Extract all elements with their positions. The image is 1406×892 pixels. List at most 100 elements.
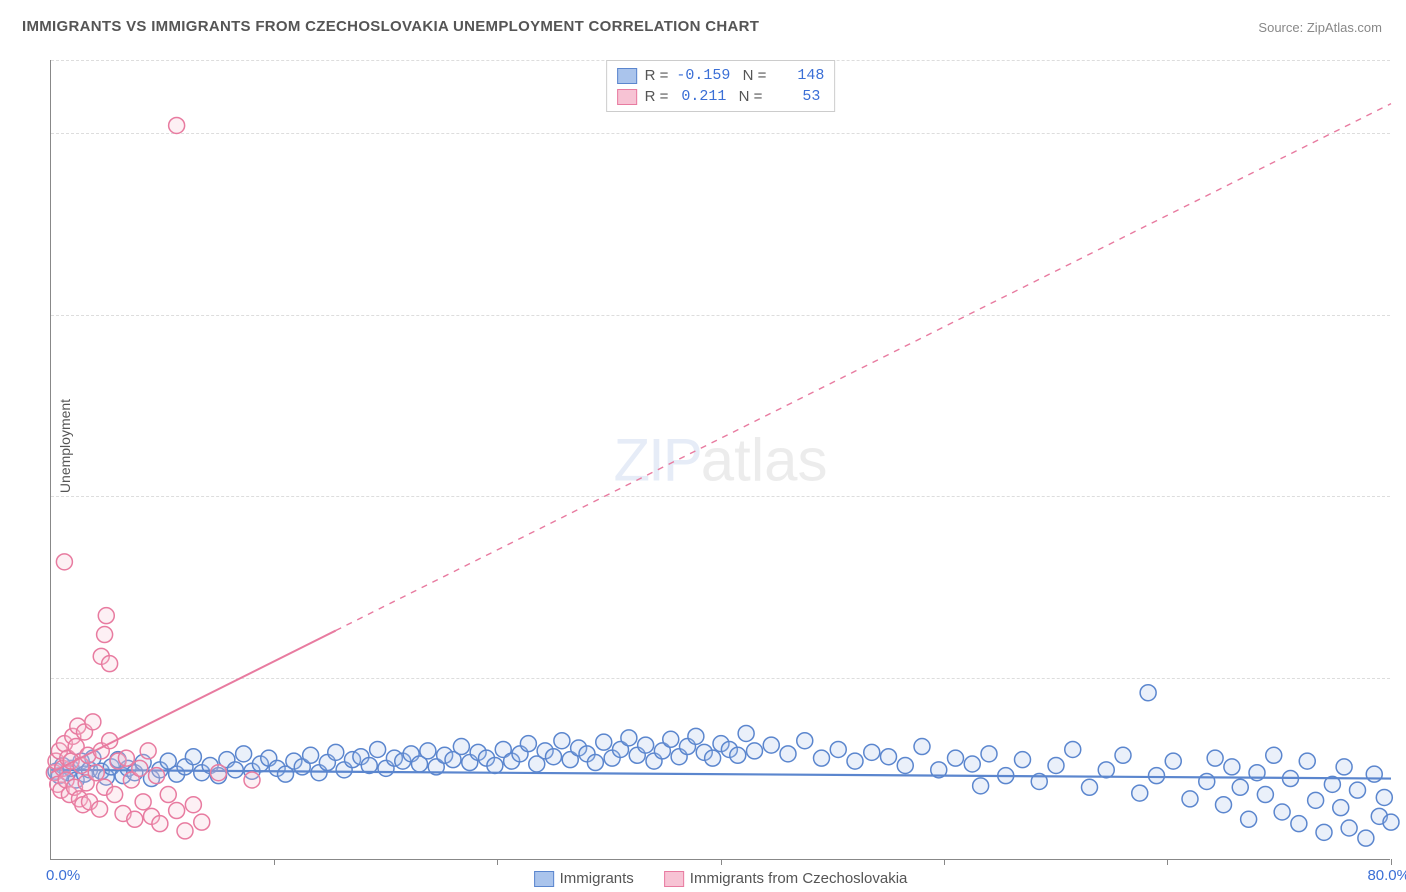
data-point <box>864 744 880 760</box>
data-point <box>797 733 813 749</box>
data-point <box>1308 792 1324 808</box>
data-point <box>780 746 796 762</box>
data-point <box>1336 759 1352 775</box>
data-point <box>132 760 148 776</box>
data-point <box>92 801 108 817</box>
data-point <box>738 725 754 741</box>
plot-area: ZIPatlas 12.5%25.0%37.5%50.0% R = -0.159… <box>50 60 1390 860</box>
data-point <box>964 756 980 772</box>
data-point <box>1165 753 1181 769</box>
legend-r-value-immigrants: -0.159 <box>676 67 730 84</box>
source-attribution: Source: ZipAtlas.com <box>1258 20 1382 35</box>
swatch-czechoslovakia <box>617 89 637 105</box>
data-point <box>56 554 72 570</box>
data-point <box>98 608 114 624</box>
legend-n-value-czechoslovakia: 53 <box>770 88 820 105</box>
data-point <box>1132 785 1148 801</box>
data-point <box>730 747 746 763</box>
data-point <box>1224 759 1240 775</box>
data-point <box>881 749 897 765</box>
data-point <box>185 749 201 765</box>
legend-r-label: R = <box>645 88 669 105</box>
data-point <box>1274 804 1290 820</box>
swatch-immigrants-icon <box>534 871 554 887</box>
data-point <box>596 734 612 750</box>
data-point <box>1241 811 1257 827</box>
data-point <box>830 741 846 757</box>
data-point <box>118 750 134 766</box>
legend-n-value-immigrants: 148 <box>774 67 824 84</box>
source-link[interactable]: ZipAtlas.com <box>1307 20 1382 35</box>
data-point <box>638 737 654 753</box>
plot-svg <box>51 60 1390 859</box>
data-point <box>847 753 863 769</box>
data-point <box>763 737 779 753</box>
trend-line-dashed <box>336 104 1391 631</box>
data-point <box>211 765 227 781</box>
data-point <box>1316 824 1332 840</box>
x-axis-end-label: 80.0% <box>1367 867 1406 884</box>
data-point <box>328 744 344 760</box>
data-point <box>185 797 201 813</box>
data-point <box>1299 753 1315 769</box>
data-point <box>1082 779 1098 795</box>
data-point <box>169 803 185 819</box>
data-point <box>169 117 185 133</box>
data-point <box>705 750 721 766</box>
data-point <box>140 743 156 759</box>
data-point <box>948 750 964 766</box>
data-point <box>1207 750 1223 766</box>
data-point <box>897 757 913 773</box>
swatch-immigrants <box>617 68 637 84</box>
data-point <box>1376 789 1392 805</box>
data-point <box>814 750 830 766</box>
data-point <box>1048 757 1064 773</box>
data-point <box>303 747 319 763</box>
data-point <box>1366 766 1382 782</box>
data-point <box>85 714 101 730</box>
data-point <box>102 656 118 672</box>
chart-container: IMMIGRANTS VS IMMIGRANTS FROM CZECHOSLOV… <box>0 0 1406 892</box>
legend-row-immigrants: R = -0.159 N = 148 <box>617 65 825 86</box>
data-point <box>554 733 570 749</box>
data-point <box>453 739 469 755</box>
x-axis-start-label: 0.0% <box>46 867 80 884</box>
data-point <box>1350 782 1366 798</box>
data-point <box>1257 787 1273 803</box>
data-point <box>1358 830 1374 846</box>
data-point <box>973 778 989 794</box>
legend-label-czechoslovakia: Immigrants from Czechoslovakia <box>690 870 908 887</box>
data-point <box>914 739 930 755</box>
data-point <box>1216 797 1232 813</box>
data-point <box>127 811 143 827</box>
chart-title: IMMIGRANTS VS IMMIGRANTS FROM CZECHOSLOV… <box>22 18 759 35</box>
data-point <box>1140 685 1156 701</box>
data-point <box>177 823 193 839</box>
data-point <box>981 746 997 762</box>
data-point <box>135 794 151 810</box>
data-point <box>1232 779 1248 795</box>
legend-correlation: R = -0.159 N = 148 R = 0.211 N = 53 <box>606 60 836 112</box>
legend-item-czechoslovakia: Immigrants from Czechoslovakia <box>664 870 908 887</box>
data-point <box>152 816 168 832</box>
data-point <box>688 728 704 744</box>
legend-n-label: N = <box>738 67 766 84</box>
data-point <box>487 757 503 773</box>
y-tick-label: 37.5% <box>1393 305 1406 322</box>
data-point <box>663 731 679 747</box>
y-tick-label: 25.0% <box>1393 486 1406 503</box>
legend-row-czechoslovakia: R = 0.211 N = 53 <box>617 86 825 107</box>
data-point <box>587 755 603 771</box>
data-point <box>107 787 123 803</box>
data-point <box>1291 816 1307 832</box>
y-tick-label: 50.0% <box>1393 123 1406 140</box>
data-point <box>1266 747 1282 763</box>
data-point <box>194 814 210 830</box>
swatch-czechoslovakia-icon <box>664 871 684 887</box>
legend-item-immigrants: Immigrants <box>534 870 634 887</box>
data-point <box>1015 752 1031 768</box>
data-point <box>1149 768 1165 784</box>
legend-r-value-czechoslovakia: 0.211 <box>676 88 726 105</box>
data-point <box>97 627 113 643</box>
data-point <box>1182 791 1198 807</box>
